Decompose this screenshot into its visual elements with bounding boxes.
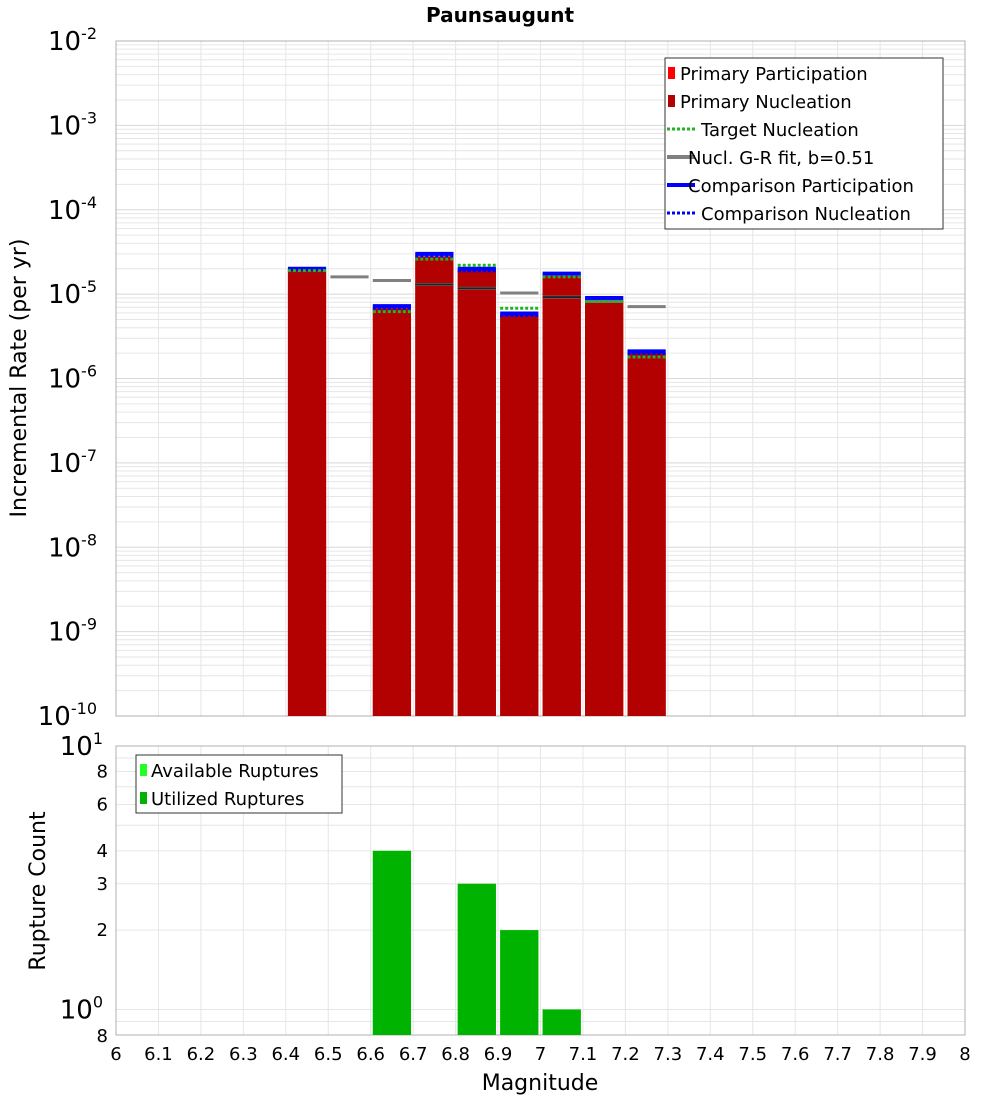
x-tick-label: 7.3 bbox=[654, 1044, 683, 1065]
x-tick-label: 6.4 bbox=[271, 1044, 300, 1065]
y-tick-label-exponent: -2 bbox=[81, 24, 97, 43]
y-tick-label-base: 10 bbox=[60, 995, 93, 1025]
legend-label: Available Ruptures bbox=[151, 761, 319, 782]
y-tick-label-base: 10 bbox=[48, 533, 81, 563]
y-tick-label-exponent: -3 bbox=[81, 108, 97, 127]
bar-utilized-ruptures bbox=[542, 1009, 581, 1035]
chart-title: Paunsaugunt bbox=[426, 3, 575, 27]
y-tick-label-base: 10 bbox=[48, 196, 81, 226]
x-tick-label: 6.3 bbox=[229, 1044, 258, 1065]
bar-utilized-ruptures bbox=[500, 930, 539, 1035]
x-tick-label: 6.6 bbox=[356, 1044, 385, 1065]
y-axis-label: Rupture Count bbox=[26, 811, 51, 971]
bar-primary-nucleation bbox=[500, 315, 539, 716]
bar-primary-nucleation bbox=[585, 300, 624, 716]
legend-label: Nucl. G-R fit, b=0.51 bbox=[688, 148, 874, 169]
x-tick-label: 7 bbox=[535, 1044, 546, 1065]
legend-label: Comparison Nucleation bbox=[701, 204, 911, 225]
y-tick-label-exponent: -10 bbox=[71, 699, 97, 718]
x-tick-label: 8 bbox=[959, 1044, 970, 1065]
y-axis-label: Incremental Rate (per yr) bbox=[7, 239, 32, 518]
bar-utilized-ruptures bbox=[457, 883, 496, 1035]
y-tick-label-exponent: 1 bbox=[93, 729, 103, 748]
y-tick-label: 10-4 bbox=[48, 193, 97, 226]
y-tick-label-exponent: 0 bbox=[93, 992, 103, 1011]
y-tick-label-base: 10 bbox=[48, 111, 81, 141]
y-tick-label-base: 10 bbox=[48, 280, 81, 310]
y-tick-label-exponent: -4 bbox=[81, 193, 97, 212]
x-tick-label: 6.9 bbox=[484, 1044, 513, 1065]
x-tick-label: 7.9 bbox=[908, 1044, 937, 1065]
y-tick-label-exponent: -9 bbox=[81, 615, 97, 634]
y-tick-label: 101 bbox=[60, 729, 103, 762]
x-tick-label: 7.6 bbox=[781, 1044, 810, 1065]
y-tick-label: 10-5 bbox=[48, 277, 97, 310]
bar-primary-nucleation bbox=[372, 308, 412, 716]
x-tick-label: 6.7 bbox=[399, 1044, 428, 1065]
legend-swatch bbox=[140, 764, 147, 776]
legend-swatch bbox=[140, 792, 147, 804]
bar-primary-nucleation bbox=[542, 275, 581, 716]
x-tick-label: 6.5 bbox=[314, 1044, 343, 1065]
legend-top: Primary Participation Primary Nucleation T… bbox=[664, 57, 944, 230]
rate-plot: 10-210-310-410-510-610-710-810-910-10Inc… bbox=[7, 24, 966, 732]
x-tick-label: 7.7 bbox=[823, 1044, 852, 1065]
bar-primary-nucleation bbox=[415, 256, 454, 716]
x-tick-label: 7.5 bbox=[738, 1044, 767, 1065]
legend-label: Comparison Participation bbox=[688, 176, 914, 197]
y-tick-label-base: 10 bbox=[48, 27, 81, 57]
bar-utilized-ruptures bbox=[372, 850, 412, 1035]
bar-primary-nucleation bbox=[627, 353, 666, 716]
x-tick-label: 6.8 bbox=[441, 1044, 470, 1065]
legend-box bbox=[135, 754, 343, 814]
legend-bottom: Available Ruptures Utilized Ruptures bbox=[135, 754, 343, 814]
y-tick-label: 10-6 bbox=[48, 362, 97, 395]
y-tick-label: 10-7 bbox=[48, 446, 97, 479]
y-tick-label-base: 10 bbox=[48, 618, 81, 648]
y-tick-label-exponent: -5 bbox=[81, 277, 97, 296]
y-tick-label-exponent: -6 bbox=[81, 362, 97, 381]
y-tick-label: 10-9 bbox=[48, 615, 97, 648]
y-tick-label: 4 bbox=[97, 841, 108, 862]
y-tick-label-base: 10 bbox=[48, 449, 81, 479]
y-tick-label-base: 10 bbox=[48, 365, 81, 395]
y-tick-label: 8 bbox=[97, 1026, 108, 1047]
legend-label: Primary Nucleation bbox=[680, 92, 852, 113]
y-tick-label: 2 bbox=[97, 920, 108, 941]
bar-primary-nucleation bbox=[457, 270, 496, 716]
x-tick-label: 6.1 bbox=[144, 1044, 173, 1065]
y-tick-label: 100 bbox=[60, 992, 103, 1025]
legend-box bbox=[664, 57, 944, 230]
y-tick-label: 8 bbox=[97, 762, 108, 783]
y-tick-label: 10-8 bbox=[48, 530, 97, 563]
x-tick-label: 7.8 bbox=[866, 1044, 895, 1065]
x-axis-label: Magnitude bbox=[482, 1071, 599, 1096]
y-tick-label: 6 bbox=[97, 794, 108, 815]
bar-primary-nucleation bbox=[287, 270, 327, 716]
x-tick-label: 6 bbox=[110, 1044, 121, 1065]
y-tick-label: 10-10 bbox=[38, 699, 97, 732]
y-tick-label-base: 10 bbox=[38, 702, 71, 732]
x-tick-label: 6.2 bbox=[187, 1044, 216, 1065]
plot-frame bbox=[115, 40, 966, 717]
y-tick-label-base: 10 bbox=[60, 732, 93, 762]
y-tick-label-exponent: -7 bbox=[81, 446, 97, 465]
plot-frame bbox=[115, 745, 966, 1036]
y-tick-label: 10-3 bbox=[48, 108, 97, 141]
legend-swatch bbox=[668, 67, 675, 79]
legend-label: Primary Participation bbox=[680, 64, 868, 85]
legend-label: Utilized Ruptures bbox=[151, 789, 304, 810]
y-tick-label-exponent: -8 bbox=[81, 530, 97, 549]
y-tick-label: 3 bbox=[97, 874, 108, 895]
legend-swatch bbox=[668, 95, 675, 107]
x-tick-label: 7.1 bbox=[569, 1044, 598, 1065]
legend-label: Target Nucleation bbox=[700, 120, 859, 141]
x-tick-label: 7.2 bbox=[611, 1044, 640, 1065]
x-tick-label: 7.4 bbox=[696, 1044, 725, 1065]
y-tick-label: 10-2 bbox=[48, 24, 97, 57]
